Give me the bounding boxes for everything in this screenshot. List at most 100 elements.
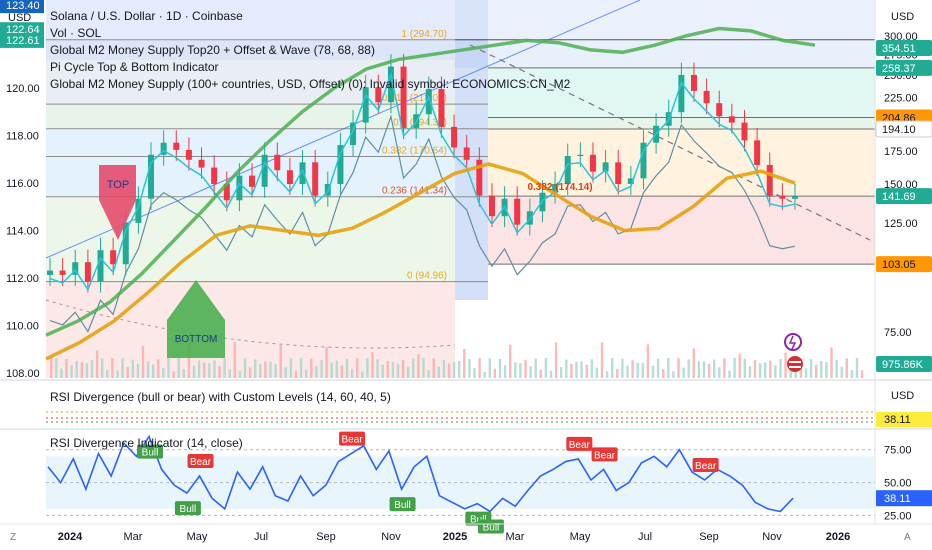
volume-bar	[503, 365, 507, 378]
candle	[552, 184, 559, 193]
bear-signal-label: Bear	[695, 461, 717, 472]
volume-bar	[279, 343, 282, 378]
volume-bar	[815, 364, 818, 378]
fib-label: 0.382 (170.64)	[382, 145, 447, 156]
volume-bar	[595, 367, 599, 378]
volume-bar	[707, 363, 711, 378]
volume-bar	[641, 362, 644, 378]
volume-bar	[371, 352, 374, 378]
candle	[564, 156, 571, 184]
volume-bar	[335, 360, 338, 378]
volume-bar	[738, 353, 741, 378]
volume-bar	[146, 361, 150, 378]
x-axis-label: May	[187, 531, 208, 543]
volume-bar	[187, 342, 191, 378]
rsi-value-badge-text: 38.11	[884, 493, 911, 505]
volume-bar	[182, 368, 185, 378]
volume-bar	[845, 358, 848, 378]
trend-line	[469, 44, 871, 241]
highlight-box	[455, 0, 875, 40]
candle	[236, 175, 243, 201]
left-axis-tick: 114.00	[6, 226, 39, 238]
rsi-indicator-title[interactable]: RSI Divergence Indicator (14, close)	[50, 436, 243, 450]
price-badge	[876, 59, 932, 76]
volume-bar	[458, 360, 461, 378]
right-currency-label[interactable]: USD	[891, 11, 915, 23]
pi-cycle-curve	[45, 162, 796, 361]
left-price-badge-text: 122.61	[6, 35, 40, 47]
volume-bar	[748, 366, 752, 378]
volume-bar	[646, 344, 650, 378]
volume-bar	[305, 369, 308, 378]
volume-bar	[203, 362, 206, 378]
volume-bar	[90, 359, 94, 378]
bull-signal-label: Bull	[142, 448, 159, 459]
indicator-pi-cycle[interactable]: Pi Cycle Top & Bottom Indicator	[50, 60, 219, 74]
candle	[514, 198, 521, 225]
indicator-m2-100[interactable]: Global M2 Money Supply (100+ countries, …	[50, 77, 571, 91]
divergence-badge	[876, 412, 932, 427]
volume-bar	[718, 367, 721, 378]
bull-signal-label: Bull	[483, 522, 500, 533]
volume-bar	[723, 358, 726, 378]
bull-signal-label: Bull	[180, 504, 197, 515]
candle	[463, 147, 470, 160]
volume-bar	[407, 366, 410, 378]
candle	[122, 222, 129, 265]
left-price-badge	[0, 32, 44, 48]
volume-bar	[391, 361, 395, 378]
volume-bar	[580, 361, 583, 378]
volume-bar	[136, 363, 140, 378]
rsi-divergence-title[interactable]: RSI Divergence (bull or bear) with Custo…	[50, 390, 391, 404]
volume-bar	[345, 358, 349, 378]
rsi-pane-currency-label[interactable]: USD	[891, 390, 915, 402]
x-axis-label: Mar	[506, 531, 525, 543]
price-zone	[46, 104, 455, 129]
chart-legend: Solana / U.S. Dollar · 1D · Coinbase Vol…	[50, 8, 570, 93]
candle	[337, 145, 344, 184]
candle	[640, 142, 647, 179]
volume-bar	[299, 358, 303, 378]
candle	[299, 162, 306, 184]
fib-label: 0 (94.96)	[407, 271, 447, 282]
indicator-m2-top20[interactable]: Global M2 Money Supply Top20 + Offset & …	[50, 43, 375, 57]
candle	[476, 159, 483, 196]
x-axis-label: 2026	[826, 531, 850, 543]
bear-signal	[339, 431, 366, 446]
volume-bar	[758, 363, 762, 378]
volume-bar	[616, 369, 619, 378]
volume-bar	[524, 360, 527, 378]
bull-signal-label: Bull	[394, 500, 411, 511]
indicator-volume[interactable]: Vol · SOL	[50, 26, 102, 40]
volume-bar	[172, 371, 175, 378]
volume-bar	[473, 368, 476, 378]
lightning-bolt-icon	[788, 335, 797, 350]
volume-bar	[243, 358, 247, 378]
volume-bar	[468, 359, 471, 378]
volume-bar	[437, 366, 440, 378]
candle	[728, 116, 735, 123]
volume-bar	[396, 363, 400, 378]
volume-bar	[626, 365, 629, 378]
bear-signal	[566, 436, 593, 451]
left-currency-label: USD	[8, 12, 32, 24]
candle	[72, 262, 79, 275]
volume-bar	[126, 366, 129, 378]
candle	[754, 140, 761, 165]
candle	[110, 250, 117, 265]
volume-bar	[340, 365, 344, 378]
rsi-axis-tick: 50.00	[884, 478, 912, 490]
volume-bar	[233, 342, 236, 378]
volume-bar	[549, 370, 553, 378]
left-axis-tick: 112.00	[6, 273, 39, 285]
volume-bar	[611, 358, 614, 378]
volume-bar	[121, 358, 124, 378]
candle	[47, 270, 53, 275]
volume-bar	[50, 356, 53, 378]
volume-bar	[554, 342, 558, 378]
symbol-title[interactable]: Solana / U.S. Dollar · 1D · Coinbase	[50, 9, 243, 23]
volume-bar	[75, 360, 78, 378]
volume-bar	[152, 364, 155, 378]
volume-bar	[830, 347, 833, 378]
